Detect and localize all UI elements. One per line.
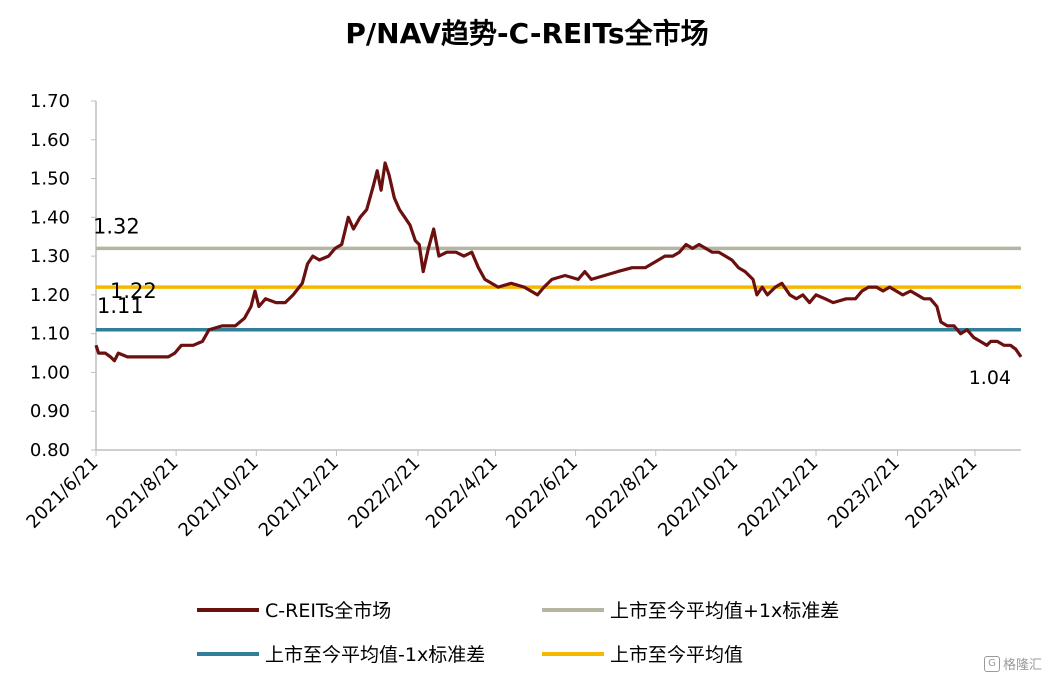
watermark-logo-icon: G — [983, 655, 1000, 672]
legend-item-minus-std: 上市至今平均值-1x标准差 — [197, 640, 485, 667]
y-tick-label: 1.40 — [30, 207, 70, 228]
x-tick-label: 2022/12/21 — [734, 453, 822, 541]
legend-item-creits: C-REITs全市场 — [197, 596, 391, 623]
y-tick-label: 0.80 — [30, 440, 70, 461]
legend-swatch-creits — [197, 607, 259, 612]
x-tick-label: 2023/2/21 — [824, 453, 904, 533]
y-tick-label: 1.50 — [30, 169, 70, 190]
y-tick-label: 1.20 — [30, 285, 70, 306]
y-tick-label: 1.70 — [30, 91, 70, 112]
data-label: 1.11 — [97, 294, 144, 318]
series-line-creits — [94, 161, 1023, 363]
legend-swatch-minus-std — [197, 651, 259, 656]
x-tick-label: 2022/2/21 — [344, 453, 424, 533]
data-label: 1.04 — [969, 367, 1011, 389]
y-tick-label: 1.30 — [30, 246, 70, 267]
legend-label-plus-std: 上市至今平均值+1x标准差 — [610, 600, 840, 622]
x-tick-label: 2021/6/21 — [22, 453, 102, 533]
data-label: 1.32 — [93, 214, 140, 238]
y-tick-label: 1.60 — [30, 130, 70, 151]
watermark: G 格隆汇 — [983, 654, 1042, 673]
x-tick-label: 2023/4/21 — [901, 453, 981, 533]
x-tick-label: 2021/8/21 — [103, 453, 183, 533]
legend-label-creits: C-REITs全市场 — [265, 600, 392, 622]
legend-item-mean: 上市至今平均值 — [542, 640, 743, 667]
x-tick-label: 2022/6/21 — [502, 453, 582, 533]
legend-swatch-plus-std — [542, 607, 604, 612]
x-tick-label: 2022/4/21 — [422, 453, 502, 533]
chart-title: P/NAV趋势-C-REITs全市场 — [345, 17, 709, 50]
legend-label-mean: 上市至今平均值 — [610, 644, 744, 666]
legend-item-plus-std: 上市至今平均值+1x标准差 — [542, 596, 839, 623]
x-tick-label: 2022/8/21 — [582, 453, 662, 533]
y-tick-label: 1.10 — [30, 324, 70, 345]
data-label: 1.22 — [110, 279, 157, 303]
x-tick-label: 2022/10/21 — [654, 453, 742, 541]
y-tick-label: 1.00 — [30, 362, 70, 383]
legend-swatch-mean — [542, 651, 604, 656]
y-tick-label: 0.90 — [30, 401, 70, 422]
legend-label-minus-std: 上市至今平均值-1x标准差 — [265, 644, 486, 666]
x-tick-label: 2021/12/21 — [255, 453, 343, 541]
x-tick-label: 2021/10/21 — [175, 453, 263, 541]
watermark-text: 格隆汇 — [1002, 658, 1042, 673]
